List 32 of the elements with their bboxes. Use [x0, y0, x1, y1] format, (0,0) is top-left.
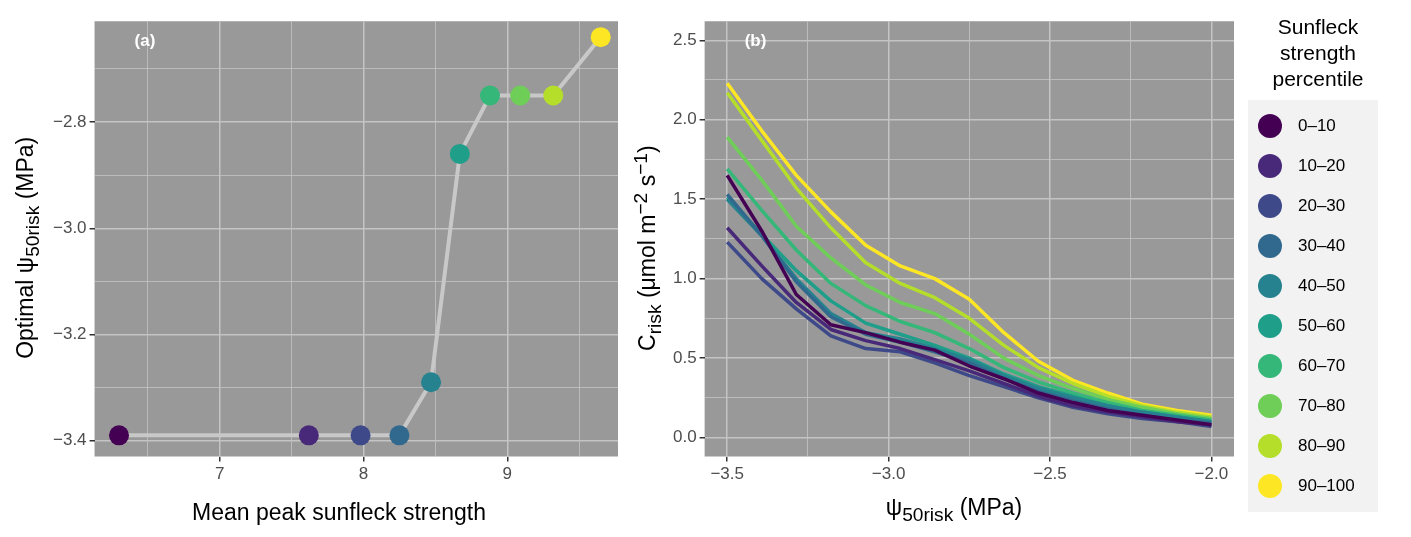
legend-title: Sunfleck strength percentile: [1271, 14, 1365, 92]
y-tick-label: 0.5: [672, 347, 697, 367]
y-tick-label: 0.0: [672, 427, 697, 447]
legend-label: 40–50: [1298, 276, 1346, 296]
x-tick-label: 9: [502, 464, 513, 484]
x-tick-label: −3.5: [710, 464, 745, 484]
annotation: (a): [134, 31, 156, 51]
x-tick-label: −2.0: [1194, 464, 1229, 484]
legend-label: 90–100: [1298, 476, 1355, 496]
y-tick-label: 2.5: [672, 29, 697, 49]
legend-label: 0–10: [1298, 116, 1336, 136]
legend-label: 20–30: [1298, 196, 1346, 216]
y-tick-label: −3.0: [53, 217, 87, 237]
legend-label: 80–90: [1298, 436, 1346, 456]
legend-label: 60–70: [1298, 356, 1346, 376]
legend-label: 70–80: [1298, 396, 1346, 416]
annotation: (b): [744, 31, 767, 51]
x-tick-label: −3.0: [871, 464, 906, 484]
legend-label: 30–40: [1298, 236, 1346, 256]
y-tick-label: −3.4: [53, 430, 87, 450]
x-tick-label: 7: [214, 464, 225, 484]
x-axis-title: ψ$_{50risk}$ (MPa): [884, 494, 1024, 526]
x-axis-title: Mean peak sunfleck strength: [190, 499, 488, 526]
x-tick-label: 8: [358, 464, 369, 484]
legend-label: 50–60: [1298, 316, 1346, 336]
legend-label: 10–20: [1298, 156, 1346, 176]
y-tick-label: 2.0: [672, 109, 697, 129]
y-tick-label: −2.8: [53, 111, 87, 131]
y-tick-label: 1.5: [672, 188, 697, 208]
y-tick-label: −3.2: [53, 324, 87, 344]
x-tick-label: −2.5: [1033, 464, 1067, 484]
y-tick-label: 1.0: [672, 268, 697, 288]
